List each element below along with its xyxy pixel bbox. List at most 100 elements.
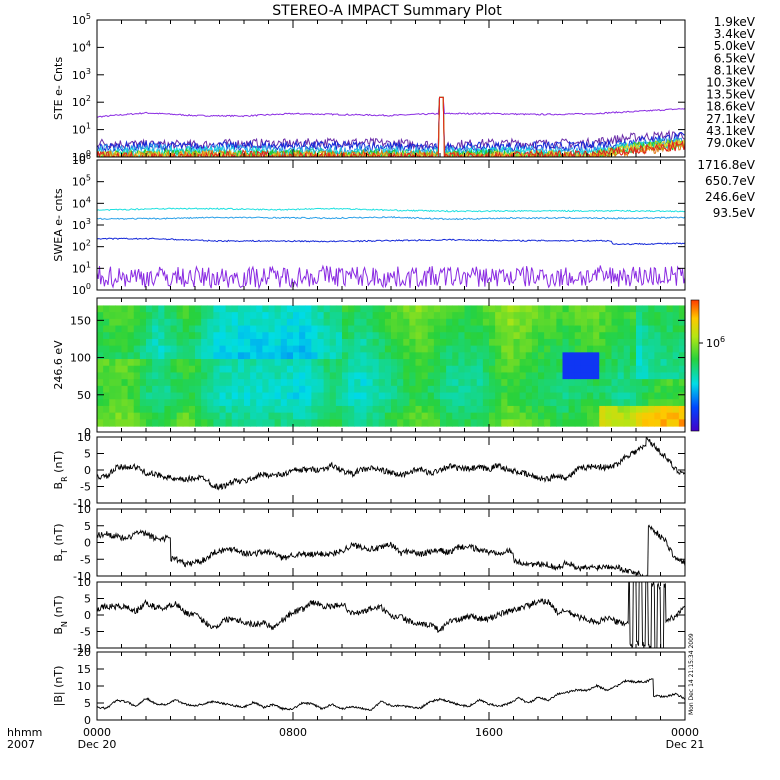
spectrogram-cell bbox=[501, 312, 508, 320]
spectrogram-cell bbox=[256, 392, 263, 400]
spectrogram-cell bbox=[195, 392, 202, 400]
spectrogram-cell bbox=[231, 312, 239, 320]
spectrogram-cell bbox=[311, 392, 319, 400]
spectrogram-cell bbox=[452, 352, 459, 360]
swea-series-650.7eV bbox=[97, 237, 685, 246]
spectrogram-cell bbox=[391, 305, 398, 313]
legend-79.0keV: 79.0keV bbox=[706, 136, 756, 150]
spectrogram-cell bbox=[354, 338, 361, 347]
spectrogram-cell bbox=[121, 405, 129, 414]
spectrogram-cell bbox=[599, 338, 606, 347]
ste-series-5.0keV bbox=[97, 96, 685, 155]
spectrogram-cell bbox=[274, 365, 282, 374]
spectrogram-cell bbox=[611, 385, 619, 394]
y-axis-label: BN (nT) bbox=[52, 595, 69, 634]
spectrogram-cell bbox=[146, 372, 153, 380]
spectrogram-cell bbox=[636, 318, 643, 327]
spectrogram-cell bbox=[146, 419, 153, 427]
spectrogram-cell bbox=[219, 305, 227, 313]
spectrogram-cell bbox=[629, 379, 637, 387]
spectrogram-cell bbox=[672, 392, 680, 400]
spectrogram-cell bbox=[299, 325, 306, 333]
spectrogram-cell bbox=[280, 365, 288, 374]
spectrogram-cell bbox=[231, 352, 239, 360]
spectrogram-cell bbox=[617, 405, 625, 414]
spectrogram-cell bbox=[317, 379, 325, 387]
spectrogram-cell bbox=[127, 385, 135, 394]
spectrogram-cell bbox=[587, 385, 594, 394]
spectrogram-cell bbox=[599, 379, 606, 387]
spectrogram-cell bbox=[299, 359, 306, 367]
spectrogram-cell bbox=[409, 338, 417, 347]
spectrogram-cell bbox=[219, 412, 227, 420]
spectrogram-cell bbox=[378, 412, 386, 420]
spectrogram-cell bbox=[280, 338, 288, 347]
spectrogram-cell bbox=[593, 312, 600, 320]
spectrogram-cell bbox=[201, 359, 208, 367]
spectrogram-cell bbox=[489, 325, 496, 333]
spectrogram-cell bbox=[672, 372, 680, 380]
spectrogram-cell bbox=[268, 325, 276, 333]
spectrogram-cell bbox=[678, 325, 686, 333]
spectrogram-cell bbox=[280, 379, 288, 387]
spectrogram-cell bbox=[268, 385, 276, 394]
spectrogram-cell bbox=[225, 379, 233, 387]
spectrogram-cell bbox=[452, 372, 459, 380]
spectrogram-cell bbox=[329, 332, 337, 340]
spectrogram-cell bbox=[501, 325, 508, 333]
spectrogram-cell bbox=[482, 392, 490, 400]
spectrogram-cell bbox=[115, 412, 123, 420]
spectrogram-cell bbox=[421, 372, 429, 380]
spectrogram-cell bbox=[440, 332, 447, 340]
spectrogram-cell bbox=[550, 359, 557, 367]
spectrogram-cell bbox=[427, 352, 435, 360]
spectrogram-cell bbox=[329, 365, 337, 374]
spectrogram-cell bbox=[458, 359, 466, 367]
spectrogram-cell bbox=[525, 419, 533, 427]
spectrogram-cell bbox=[544, 385, 551, 394]
spectrogram-cell bbox=[642, 359, 649, 367]
spectrogram-cell bbox=[262, 412, 270, 420]
spectrogram-cell bbox=[525, 318, 533, 327]
spectrogram-cell bbox=[342, 405, 349, 414]
spectrogram-cell bbox=[305, 312, 312, 320]
spectrogram-cell bbox=[305, 385, 312, 394]
spectrogram-cell bbox=[182, 352, 190, 360]
spectrogram-cell bbox=[342, 359, 349, 367]
spectrogram-cell bbox=[501, 405, 508, 414]
spectrogram-cell bbox=[495, 332, 502, 340]
spectrogram-cell bbox=[225, 372, 233, 380]
spectrogram-cell bbox=[366, 332, 374, 340]
spectrogram-cell bbox=[237, 419, 245, 427]
spectrogram-cell bbox=[133, 305, 141, 313]
spectrogram-cell bbox=[195, 338, 202, 347]
spectrogram-cell bbox=[507, 352, 515, 360]
spectrogram-cell bbox=[103, 405, 110, 414]
spectrogram-cell bbox=[244, 325, 251, 333]
spectrogram-cell bbox=[188, 318, 196, 327]
spectrogram-cell bbox=[280, 305, 288, 313]
spectrogram-cell bbox=[244, 385, 251, 394]
spectrogram-cell bbox=[103, 399, 110, 407]
spectrogram-cell bbox=[256, 352, 263, 360]
spectrogram-cell bbox=[280, 325, 288, 333]
spectrogram-cell bbox=[531, 392, 539, 400]
spectrogram-cell bbox=[605, 305, 613, 313]
spectrogram-cell bbox=[415, 345, 423, 353]
spectrogram-cell bbox=[311, 305, 319, 313]
spectrogram-cell bbox=[115, 379, 123, 387]
spectrogram-cell bbox=[164, 412, 172, 420]
spectrogram-cell bbox=[329, 392, 337, 400]
spectrogram-cell bbox=[219, 385, 227, 394]
spectrogram-cell bbox=[268, 318, 276, 327]
spectrogram-cell bbox=[366, 325, 374, 333]
spectrogram-cell bbox=[146, 332, 153, 340]
spectrogram-cell bbox=[538, 405, 545, 414]
spectrogram-cell bbox=[421, 419, 429, 427]
spectrogram-cell bbox=[188, 372, 196, 380]
spectrogram-cell bbox=[550, 412, 557, 420]
spectrogram-cell bbox=[133, 318, 141, 327]
spectrogram-cell bbox=[262, 338, 270, 347]
spectrogram-cell bbox=[360, 345, 368, 353]
spectrogram-cell bbox=[629, 392, 637, 400]
